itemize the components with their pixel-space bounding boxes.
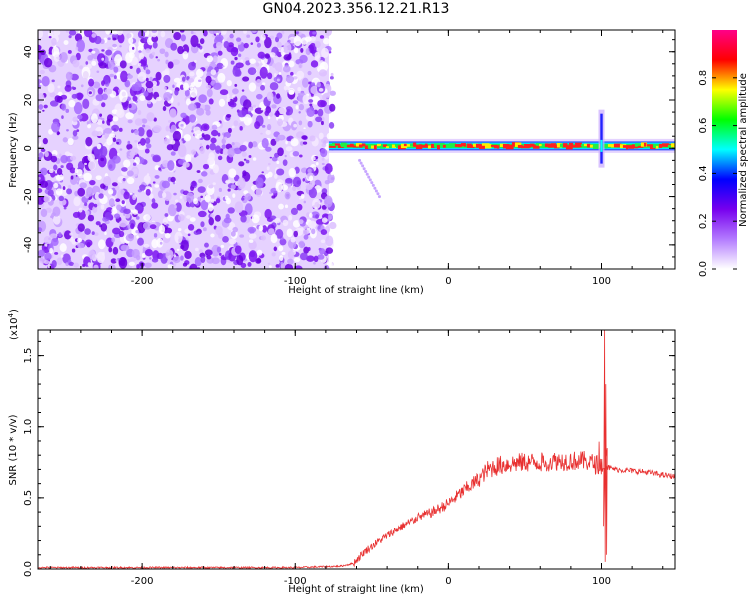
y-tick-label: -20 <box>23 188 34 204</box>
x-tick-label: -200 <box>131 276 154 287</box>
y-tick-label: 1.0 <box>23 419 34 435</box>
diagonal-trace <box>358 158 381 199</box>
colorbar-tick-label: 0.8 <box>698 70 709 86</box>
y-tick-label: 40 <box>23 45 34 58</box>
snr-y-ticks: 0.0 0.5 1.0 1.5 <box>23 340 675 577</box>
colorbar-tick-label: 0.6 <box>698 118 709 134</box>
snr-frame <box>37 329 676 570</box>
snr-exponent-label: (x104) <box>7 309 20 340</box>
chart-title: GN04.2023.356.12.21.R13 <box>262 1 450 17</box>
snr-panel: -200 -100 0 100 0.0 0.5 1.0 1.5 Height of stra… <box>7 309 676 595</box>
x-tick-label: 100 <box>592 576 611 587</box>
colorbar-tick-label: 0.2 <box>698 213 709 229</box>
spectrogram-x-label: Height of straight line (km) <box>288 285 424 296</box>
exponent-close: ) <box>9 309 20 313</box>
signal-track <box>328 109 675 168</box>
colorbar-tick-label: 0.0 <box>698 261 709 277</box>
y-tick-label: 0.0 <box>23 561 34 577</box>
snr-content <box>38 330 675 569</box>
y-tick-label: -40 <box>23 237 34 253</box>
spectrogram-x-ticks: -200 -100 0 100 <box>49 30 664 287</box>
colorbar: 0.0 0.2 0.4 0.6 0.8 Normalized spectral ampl… <box>698 30 749 277</box>
spectrogram-y-label: Frequency (Hz) <box>8 112 19 188</box>
snr-x-label: Height of straight line (km) <box>288 584 424 595</box>
colorbar-ticks: 0.0 0.2 0.4 0.6 0.8 <box>698 70 737 277</box>
spectrogram-content <box>38 30 675 269</box>
svg-text:(x104): (x104) <box>7 309 20 340</box>
snr-y-label: SNR (10 * v/v) <box>8 414 19 485</box>
y-tick-label: 0 <box>23 145 34 151</box>
colorbar-tick-label: 0.4 <box>698 165 709 181</box>
x-tick-label: 0 <box>445 276 451 287</box>
y-tick-label: 1.5 <box>23 348 34 364</box>
spectrogram-y-ticks: -40 -20 0 20 40 <box>23 39 675 270</box>
exponent-power: 4 <box>7 312 15 317</box>
colorbar-label: Normalized spectral amplitude <box>738 73 749 227</box>
colorbar-gradient <box>712 30 737 269</box>
x-tick-label: -100 <box>284 576 307 587</box>
x-tick-label: -100 <box>284 276 307 287</box>
y-tick-label: 20 <box>23 94 34 107</box>
x-tick-label: 0 <box>445 576 451 587</box>
y-tick-label: 0.5 <box>23 490 34 506</box>
spike-core <box>600 113 603 164</box>
exponent-base: (x10 <box>9 317 20 340</box>
x-tick-label: 100 <box>592 276 611 287</box>
snr-series-line <box>38 330 675 569</box>
noise-speckle <box>38 30 337 269</box>
snr-x-ticks: -200 -100 0 100 <box>49 330 664 587</box>
x-tick-label: -200 <box>131 576 154 587</box>
